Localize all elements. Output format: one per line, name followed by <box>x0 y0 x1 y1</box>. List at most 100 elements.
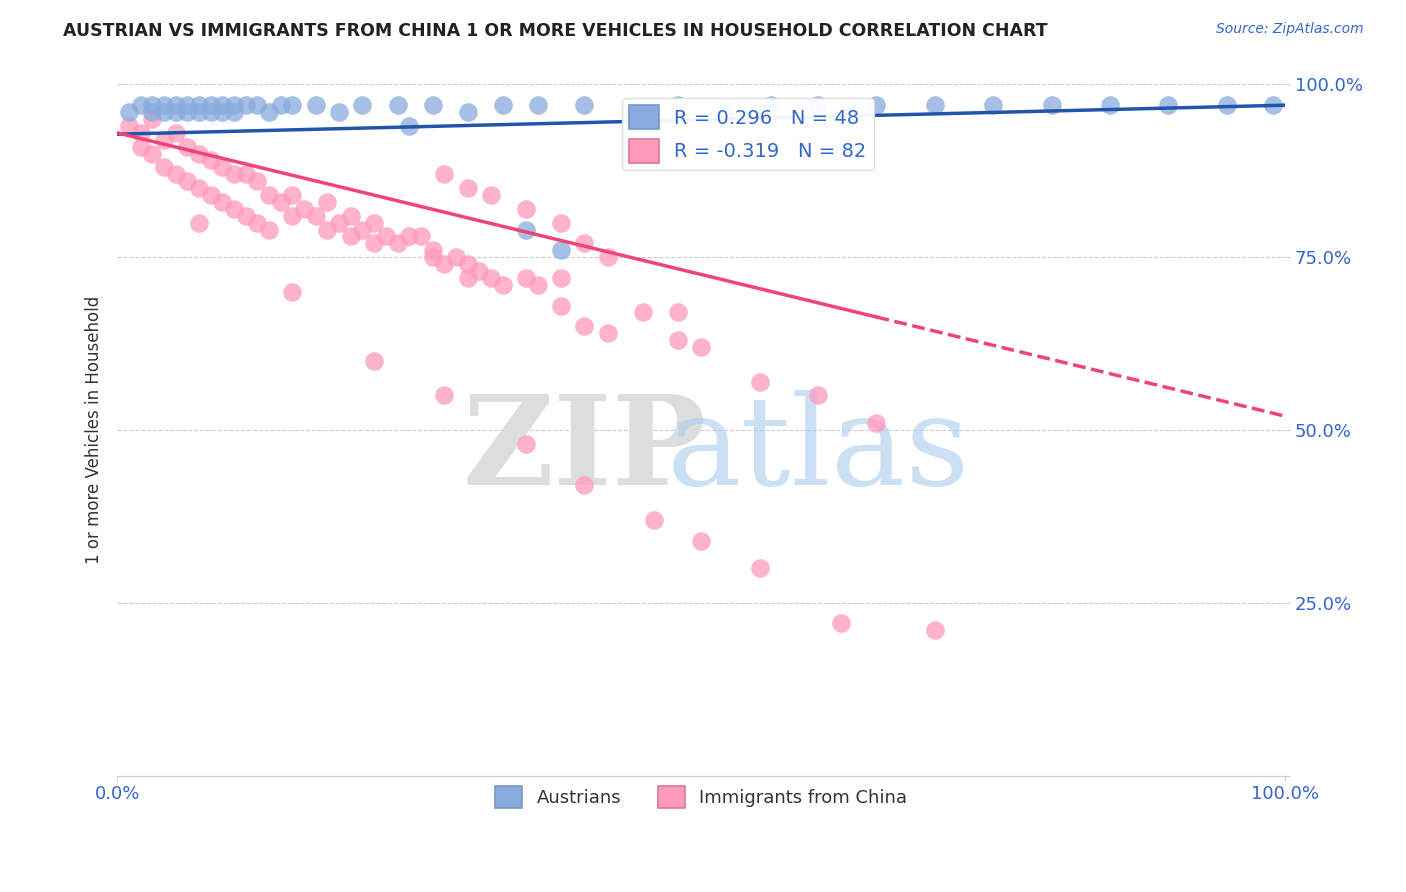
Point <box>153 105 176 120</box>
Point <box>246 174 269 188</box>
Point <box>339 229 361 244</box>
Point <box>187 216 209 230</box>
Point <box>141 105 163 120</box>
Point <box>153 133 176 147</box>
Point <box>526 277 548 292</box>
Point <box>515 437 537 451</box>
Point <box>211 161 233 175</box>
Point <box>457 271 479 285</box>
Text: ZIP: ZIP <box>463 390 706 511</box>
Point <box>187 98 209 112</box>
Point <box>165 98 187 112</box>
Point <box>491 277 513 292</box>
Point <box>211 194 233 209</box>
Point <box>666 305 689 319</box>
Point <box>491 98 513 112</box>
Point <box>479 271 502 285</box>
Point <box>129 126 152 140</box>
Point <box>666 333 689 347</box>
Point <box>257 188 280 202</box>
Point <box>211 98 233 112</box>
Point <box>211 105 233 120</box>
Point <box>270 194 292 209</box>
Point <box>187 146 209 161</box>
Point <box>200 105 222 120</box>
Point <box>550 299 572 313</box>
Point <box>550 271 572 285</box>
Point <box>1216 98 1239 112</box>
Point <box>141 98 163 112</box>
Point <box>129 98 152 112</box>
Point <box>574 478 596 492</box>
Point <box>246 98 269 112</box>
Point <box>574 236 596 251</box>
Point <box>596 250 619 264</box>
Point <box>363 354 385 368</box>
Point <box>165 105 187 120</box>
Point <box>352 98 374 112</box>
Point <box>422 98 444 112</box>
Point <box>550 244 572 258</box>
Point <box>328 216 350 230</box>
Point <box>761 98 783 112</box>
Point <box>830 616 852 631</box>
Point <box>666 98 689 112</box>
Point <box>574 319 596 334</box>
Point <box>141 146 163 161</box>
Point <box>981 98 1004 112</box>
Point <box>479 188 502 202</box>
Point <box>235 167 257 181</box>
Point <box>457 181 479 195</box>
Point <box>141 112 163 126</box>
Point <box>118 119 141 133</box>
Point <box>409 229 432 244</box>
Point <box>422 250 444 264</box>
Point <box>153 98 176 112</box>
Point <box>118 105 141 120</box>
Point <box>374 229 396 244</box>
Point <box>433 167 456 181</box>
Point <box>153 161 176 175</box>
Point <box>713 105 735 120</box>
Point <box>515 202 537 216</box>
Point <box>257 222 280 236</box>
Point <box>444 250 467 264</box>
Point <box>235 209 257 223</box>
Point <box>1263 98 1285 112</box>
Point <box>398 229 420 244</box>
Point <box>270 98 292 112</box>
Point <box>620 105 643 120</box>
Point <box>235 98 257 112</box>
Point <box>305 98 328 112</box>
Point <box>200 98 222 112</box>
Point <box>257 105 280 120</box>
Point <box>187 105 209 120</box>
Point <box>316 194 339 209</box>
Point <box>574 98 596 112</box>
Point <box>457 257 479 271</box>
Point <box>281 98 304 112</box>
Point <box>468 264 491 278</box>
Point <box>807 388 830 402</box>
Point <box>1040 98 1063 112</box>
Point <box>515 222 537 236</box>
Legend: Austrians, Immigrants from China: Austrians, Immigrants from China <box>488 779 914 815</box>
Point <box>246 216 269 230</box>
Point <box>200 153 222 168</box>
Point <box>222 202 245 216</box>
Point <box>222 105 245 120</box>
Y-axis label: 1 or more Vehicles in Household: 1 or more Vehicles in Household <box>86 296 103 564</box>
Point <box>422 244 444 258</box>
Point <box>398 119 420 133</box>
Point <box>515 271 537 285</box>
Point <box>363 216 385 230</box>
Point <box>281 209 304 223</box>
Point <box>865 416 887 430</box>
Point <box>631 305 654 319</box>
Point <box>222 167 245 181</box>
Point <box>387 236 409 251</box>
Point <box>550 216 572 230</box>
Point <box>292 202 315 216</box>
Point <box>222 98 245 112</box>
Point <box>1098 98 1121 112</box>
